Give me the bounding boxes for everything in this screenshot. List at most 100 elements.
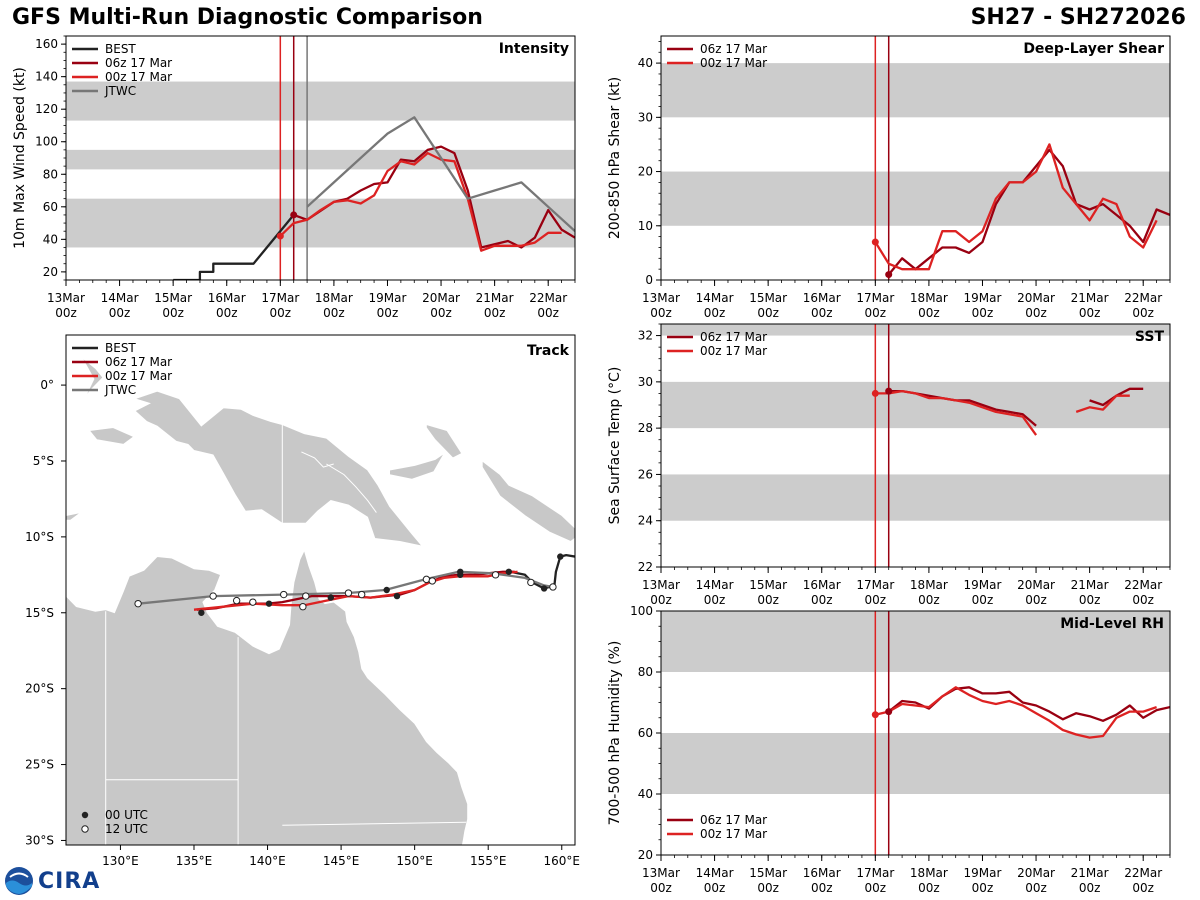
land-timor xyxy=(66,512,81,521)
intensity-xtick-label-day: 22Mar xyxy=(529,291,567,305)
shear-xtick-label-hour: 00z xyxy=(1025,306,1047,320)
shear-xtick-label-day: 13Mar xyxy=(642,291,680,305)
intensity-legend-label-00z-17-mar: 00z 17 Mar xyxy=(105,70,172,84)
track-xtick-label: 160°E xyxy=(544,854,581,868)
track-legend-marker-12utc xyxy=(81,825,89,833)
track-point-12utc xyxy=(302,592,310,600)
track-point-12utc xyxy=(549,583,557,591)
shear-xtick-label-hour: 00z xyxy=(865,306,887,320)
intensity-xtick-label-hour: 00z xyxy=(377,306,399,320)
shear-xtick-label-day: 22Mar xyxy=(1124,291,1162,305)
sst-plot-area xyxy=(661,324,1170,567)
track-point-00utc xyxy=(198,609,205,616)
rh-band-1 xyxy=(661,611,1170,672)
intensity-title: Intensity xyxy=(499,41,569,57)
shear-xtick-label-day: 19Mar xyxy=(964,291,1002,305)
shear-xtick-label-day: 15Mar xyxy=(749,291,787,305)
sst-xtick-label-day: 16Mar xyxy=(803,578,841,592)
track-point-12utc xyxy=(232,596,241,605)
shear-xtick-label-hour: 00z xyxy=(1079,306,1101,320)
shear-xtick-label-day: 21Mar xyxy=(1071,291,1109,305)
intensity-ytick-label: 20 xyxy=(43,265,58,279)
track-xtick-label: 145°E xyxy=(323,854,360,868)
intensity-legend-label-best: BEST xyxy=(105,42,136,56)
intensity-xtick-label-day: 15Mar xyxy=(154,291,192,305)
intensity-ytick-label: 120 xyxy=(35,102,58,116)
shear-xtick-label-hour: 00z xyxy=(918,306,940,320)
sst-xtick-label-day: 15Mar xyxy=(749,578,787,592)
land-australia xyxy=(66,549,469,845)
rh-xtick-label-day: 17Mar xyxy=(856,866,894,880)
intensity-series-jtwc xyxy=(306,116,575,233)
rh-marker-00z-17-mar xyxy=(871,711,879,719)
track-ytick-label: 10°S xyxy=(25,530,54,544)
shear-marker-06z-17-mar xyxy=(885,271,893,279)
rh-xtick-label-day: 20Mar xyxy=(1017,866,1055,880)
rh-xtick-label-day: 18Mar xyxy=(910,866,948,880)
track-legend-label-06z-17-mar: 06z 17 Mar xyxy=(105,355,172,369)
shear-xtick-label-hour: 00z xyxy=(757,306,779,320)
intensity-xtick-label-day: 16Mar xyxy=(208,291,246,305)
shear-xtick-label-day: 14Mar xyxy=(696,291,734,305)
track-point-12utc xyxy=(491,571,500,579)
track-ytick-label: 20°S xyxy=(25,682,54,696)
shear-xtick-label-hour: 00z xyxy=(972,306,994,320)
rh-legend-label-06z-17-mar: 06z 17 Mar xyxy=(700,813,767,827)
track-ytick-label: 25°S xyxy=(25,758,54,772)
track-title: Track xyxy=(527,343,570,359)
intensity-xtick-label-hour: 00z xyxy=(109,306,131,320)
sst-legend-label-06z-17-mar: 06z 17 Mar xyxy=(700,330,767,344)
intensity-legend-label-06z-17-mar: 06z 17 Mar xyxy=(105,56,172,70)
intensity-xtick-label-day: 13Mar xyxy=(47,291,85,305)
sst-xtick-label-hour: 00z xyxy=(865,593,887,607)
rh-xtick-label-day: 15Mar xyxy=(749,866,787,880)
sst-xtick-label-hour: 00z xyxy=(1025,593,1047,607)
track-point-00utc xyxy=(265,600,273,607)
sst-ytick-label: 22 xyxy=(638,560,653,574)
rh-marker-06z-17-mar xyxy=(885,708,893,716)
track-legend-label-00utc: 00 UTC xyxy=(105,808,148,822)
track-point-00utc xyxy=(383,586,390,594)
intensity-marker-06z-17-mar xyxy=(290,211,298,219)
sst-xtick-label-day: 20Mar xyxy=(1017,578,1055,592)
sst-panel: 22242628303213Mar00z14Mar00z15Mar00z16Ma… xyxy=(607,323,1171,607)
sst-xtick-label-day: 18Mar xyxy=(910,578,948,592)
sst-frame xyxy=(660,323,1171,568)
sst-xtick-label-hour: 00z xyxy=(757,593,779,607)
intensity-ytick-label: 40 xyxy=(43,232,58,246)
sst-marker-06z-17-mar xyxy=(885,387,893,395)
land-new-britain xyxy=(389,453,445,480)
border-qld-nsw xyxy=(282,821,467,826)
sst-xtick-label-day: 17Mar xyxy=(856,578,894,592)
rh-plot-area xyxy=(661,611,1170,855)
sst-ytick-label: 24 xyxy=(638,514,653,528)
shear-xtick-label-day: 16Mar xyxy=(803,291,841,305)
figure-title: GFS Multi-Run Diagnostic Comparison xyxy=(12,5,483,30)
shear-title: Deep-Layer Shear xyxy=(1023,41,1164,57)
track-legend-label-best: BEST xyxy=(105,341,136,355)
shear-band-0 xyxy=(661,171,1170,226)
sst-band-2 xyxy=(661,324,1170,336)
rh-xtick-label-hour: 00z xyxy=(1025,881,1047,895)
intensity-xtick-label-day: 14Mar xyxy=(101,291,139,305)
track-point-12utc xyxy=(209,592,217,600)
storm-id: SH27 - SH272026 xyxy=(970,5,1186,30)
shear-xtick-label-hour: 00z xyxy=(704,306,726,320)
rh-ytick-label: 40 xyxy=(638,787,653,801)
rh-xtick-label-hour: 00z xyxy=(704,881,726,895)
track-ytick-label: 30°S xyxy=(25,833,54,847)
track-point-00utc xyxy=(557,553,564,560)
rh-xtick-label-day: 16Mar xyxy=(803,866,841,880)
intensity-xtick-label-day: 21Mar xyxy=(476,291,514,305)
sst-legend-label-00z-17-mar: 00z 17 Mar xyxy=(700,344,767,358)
track-xtick-label: 130°E xyxy=(102,854,139,868)
intensity-xtick-label-hour: 00z xyxy=(430,306,452,320)
shear-legend-label-00z-17-mar: 00z 17 Mar xyxy=(700,56,767,70)
rh-xtick-label-hour: 00z xyxy=(1079,881,1101,895)
track-series-00z-17-mar xyxy=(193,570,518,611)
intensity-xtick-label-hour: 00z xyxy=(162,306,184,320)
shear-ytick-label: 20 xyxy=(638,165,653,179)
rh-band-0 xyxy=(661,733,1170,794)
border-png-provinces xyxy=(326,463,377,513)
sst-xtick-label-hour: 00z xyxy=(704,593,726,607)
